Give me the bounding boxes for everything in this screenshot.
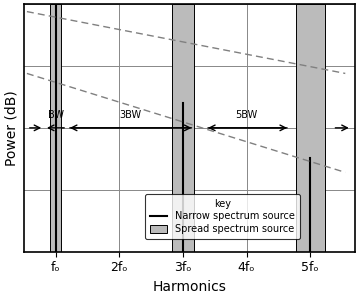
X-axis label: Harmonics: Harmonics (152, 280, 226, 294)
Text: 3BW: 3BW (120, 111, 142, 120)
Legend: Narrow spectrum source, Spread spectrum source: Narrow spectrum source, Spread spectrum … (145, 194, 300, 239)
Bar (172, 4, 194, 252)
Y-axis label: Power (dB): Power (dB) (4, 90, 18, 166)
Text: BW: BW (47, 111, 64, 120)
Bar (50, 4, 61, 252)
Bar (296, 4, 325, 252)
Text: 5BW: 5BW (236, 111, 258, 120)
